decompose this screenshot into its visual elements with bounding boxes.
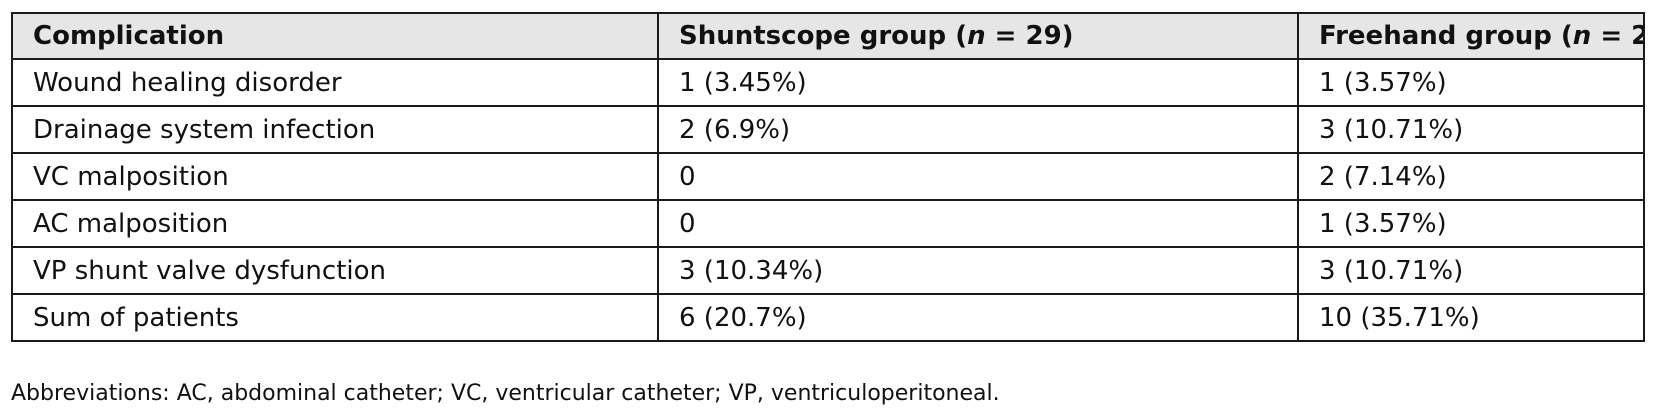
table-row: Sum of patients 6 (20.7%) 10 (35.71%) <box>11 293 1645 342</box>
table-row: AC malposition 0 1 (3.57%) <box>11 199 1645 248</box>
cell-shuntscope: 1 (3.45%) <box>657 58 1299 107</box>
table-header-row: Complication Shuntscope group (n = 29) F… <box>11 12 1645 60</box>
cell-shuntscope: 0 <box>657 152 1299 201</box>
table-row: VP shunt valve dysfunction 3 (10.34%) 3 … <box>11 246 1645 295</box>
cell-freehand: 2 (7.14%) <box>1297 152 1645 201</box>
table-row: VC malposition 0 2 (7.14%) <box>11 152 1645 201</box>
cell-shuntscope: 0 <box>657 199 1299 248</box>
cell-freehand: 1 (3.57%) <box>1297 199 1645 248</box>
cell-freehand: 3 (10.71%) <box>1297 246 1645 295</box>
cell-complication: VC malposition <box>11 152 659 201</box>
cell-complication: Sum of patients <box>11 293 659 342</box>
header-complication: Complication <box>11 12 659 60</box>
header-shuntscope-group: Shuntscope group (n = 29) <box>657 12 1299 60</box>
cell-complication: Drainage system infection <box>11 105 659 154</box>
cell-shuntscope: 2 (6.9%) <box>657 105 1299 154</box>
cell-complication: VP shunt valve dysfunction <box>11 246 659 295</box>
table-row: Wound healing disorder 1 (3.45%) 1 (3.57… <box>11 58 1645 107</box>
cell-freehand: 1 (3.57%) <box>1297 58 1645 107</box>
table-row: Drainage system infection 2 (6.9%) 3 (10… <box>11 105 1645 154</box>
cell-freehand: 10 (35.71%) <box>1297 293 1645 342</box>
table-footnote: Abbreviations: AC, abdominal catheter; V… <box>11 381 1000 406</box>
header-freehand-group: Freehand group (n = 28) <box>1297 12 1645 60</box>
complications-table-container: Complication Shuntscope group (n = 29) F… <box>11 12 1645 342</box>
complications-table: Complication Shuntscope group (n = 29) F… <box>11 12 1645 342</box>
cell-complication: AC malposition <box>11 199 659 248</box>
cell-complication: Wound healing disorder <box>11 58 659 107</box>
cell-freehand: 3 (10.71%) <box>1297 105 1645 154</box>
cell-shuntscope: 3 (10.34%) <box>657 246 1299 295</box>
cell-shuntscope: 6 (20.7%) <box>657 293 1299 342</box>
